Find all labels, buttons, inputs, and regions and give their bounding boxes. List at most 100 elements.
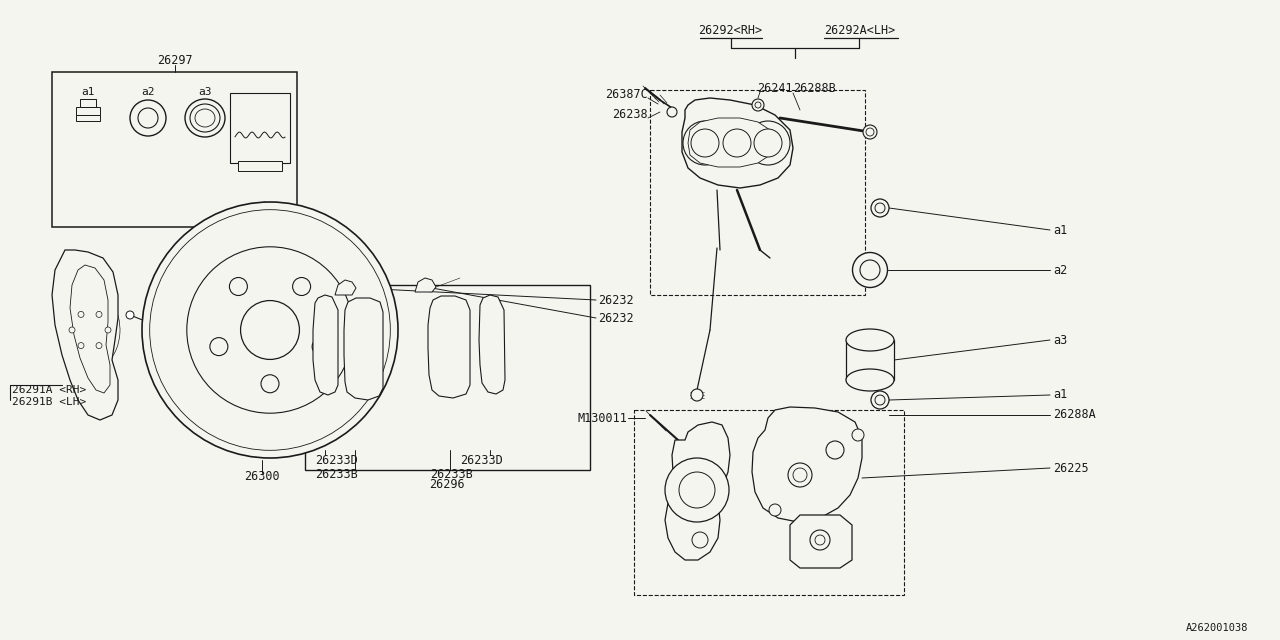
Circle shape <box>794 468 806 482</box>
Polygon shape <box>753 407 861 522</box>
Ellipse shape <box>852 253 887 287</box>
Circle shape <box>755 102 762 108</box>
Circle shape <box>788 463 812 487</box>
Circle shape <box>716 121 759 165</box>
Circle shape <box>723 129 751 157</box>
Text: 26291A <RH>: 26291A <RH> <box>12 385 86 395</box>
Text: a1: a1 <box>1053 388 1068 401</box>
Circle shape <box>769 504 781 516</box>
Circle shape <box>870 391 890 409</box>
Text: 26233D: 26233D <box>460 454 503 467</box>
Text: 26387C: 26387C <box>605 88 648 102</box>
Text: 26233B: 26233B <box>315 468 357 481</box>
Circle shape <box>78 342 84 349</box>
Polygon shape <box>70 265 110 393</box>
Bar <box>76 107 100 115</box>
Polygon shape <box>479 295 506 394</box>
Text: 26292<RH>: 26292<RH> <box>698 24 762 36</box>
Polygon shape <box>790 515 852 568</box>
Text: M130011: M130011 <box>577 412 627 424</box>
Text: 26241: 26241 <box>756 81 792 95</box>
Circle shape <box>691 129 719 157</box>
Circle shape <box>826 441 844 459</box>
Text: 26288A: 26288A <box>1053 408 1096 422</box>
Circle shape <box>815 535 826 545</box>
Circle shape <box>666 458 730 522</box>
Circle shape <box>312 338 330 356</box>
Polygon shape <box>314 295 338 395</box>
Polygon shape <box>335 280 356 295</box>
Circle shape <box>261 375 279 393</box>
Circle shape <box>870 199 890 217</box>
Circle shape <box>78 312 84 317</box>
Text: a2: a2 <box>141 87 155 97</box>
Circle shape <box>692 532 708 548</box>
Text: M000162: M000162 <box>193 262 243 275</box>
Circle shape <box>746 121 790 165</box>
Circle shape <box>69 327 76 333</box>
Circle shape <box>863 125 877 139</box>
Bar <box>650 90 865 295</box>
Circle shape <box>210 338 228 356</box>
Circle shape <box>867 128 874 136</box>
Polygon shape <box>682 98 794 188</box>
Text: 26297: 26297 <box>157 54 193 67</box>
Polygon shape <box>415 278 436 292</box>
Text: a1: a1 <box>81 87 95 97</box>
Bar <box>79 99 96 107</box>
Ellipse shape <box>138 108 157 128</box>
Circle shape <box>852 429 864 441</box>
Circle shape <box>810 530 829 550</box>
Circle shape <box>150 210 390 451</box>
Text: 26233D: 26233D <box>315 454 357 467</box>
Bar <box>634 410 904 595</box>
Text: 26232: 26232 <box>598 312 634 324</box>
Circle shape <box>753 99 764 111</box>
Ellipse shape <box>860 260 881 280</box>
Text: 26291B <LH>: 26291B <LH> <box>12 397 86 407</box>
Circle shape <box>229 278 247 296</box>
Circle shape <box>187 247 353 413</box>
Polygon shape <box>52 250 118 420</box>
Circle shape <box>96 312 102 317</box>
Ellipse shape <box>186 99 225 137</box>
Circle shape <box>667 107 677 117</box>
Ellipse shape <box>131 100 166 136</box>
Polygon shape <box>344 298 383 400</box>
Text: a2: a2 <box>1053 264 1068 276</box>
Text: 26232: 26232 <box>598 294 634 307</box>
Circle shape <box>96 342 102 349</box>
Bar <box>305 285 590 470</box>
Bar <box>230 93 291 163</box>
Text: 26288B: 26288B <box>794 81 836 95</box>
Circle shape <box>691 389 703 401</box>
Circle shape <box>754 129 782 157</box>
Polygon shape <box>428 296 470 398</box>
Bar <box>846 340 893 380</box>
Ellipse shape <box>846 369 893 391</box>
Bar <box>76 115 100 121</box>
Circle shape <box>125 311 134 319</box>
Bar <box>238 161 282 171</box>
Circle shape <box>142 202 398 458</box>
Text: a3: a3 <box>1053 333 1068 346</box>
Bar <box>52 72 297 227</box>
Ellipse shape <box>189 104 220 132</box>
Text: a3: a3 <box>198 87 211 97</box>
Text: 26296: 26296 <box>429 477 465 490</box>
Circle shape <box>105 327 111 333</box>
Polygon shape <box>666 422 730 560</box>
Circle shape <box>684 121 727 165</box>
Circle shape <box>241 301 300 360</box>
Circle shape <box>293 278 311 296</box>
Text: A262001038: A262001038 <box>1185 623 1248 633</box>
Circle shape <box>876 203 884 213</box>
Text: 26225: 26225 <box>1053 461 1088 474</box>
Text: 26300: 26300 <box>244 470 280 483</box>
Ellipse shape <box>846 329 893 351</box>
Polygon shape <box>689 118 774 167</box>
Text: 26292A<LH>: 26292A<LH> <box>824 24 896 36</box>
Text: a1: a1 <box>1053 223 1068 237</box>
Text: 26238: 26238 <box>612 109 648 122</box>
Ellipse shape <box>195 109 215 127</box>
